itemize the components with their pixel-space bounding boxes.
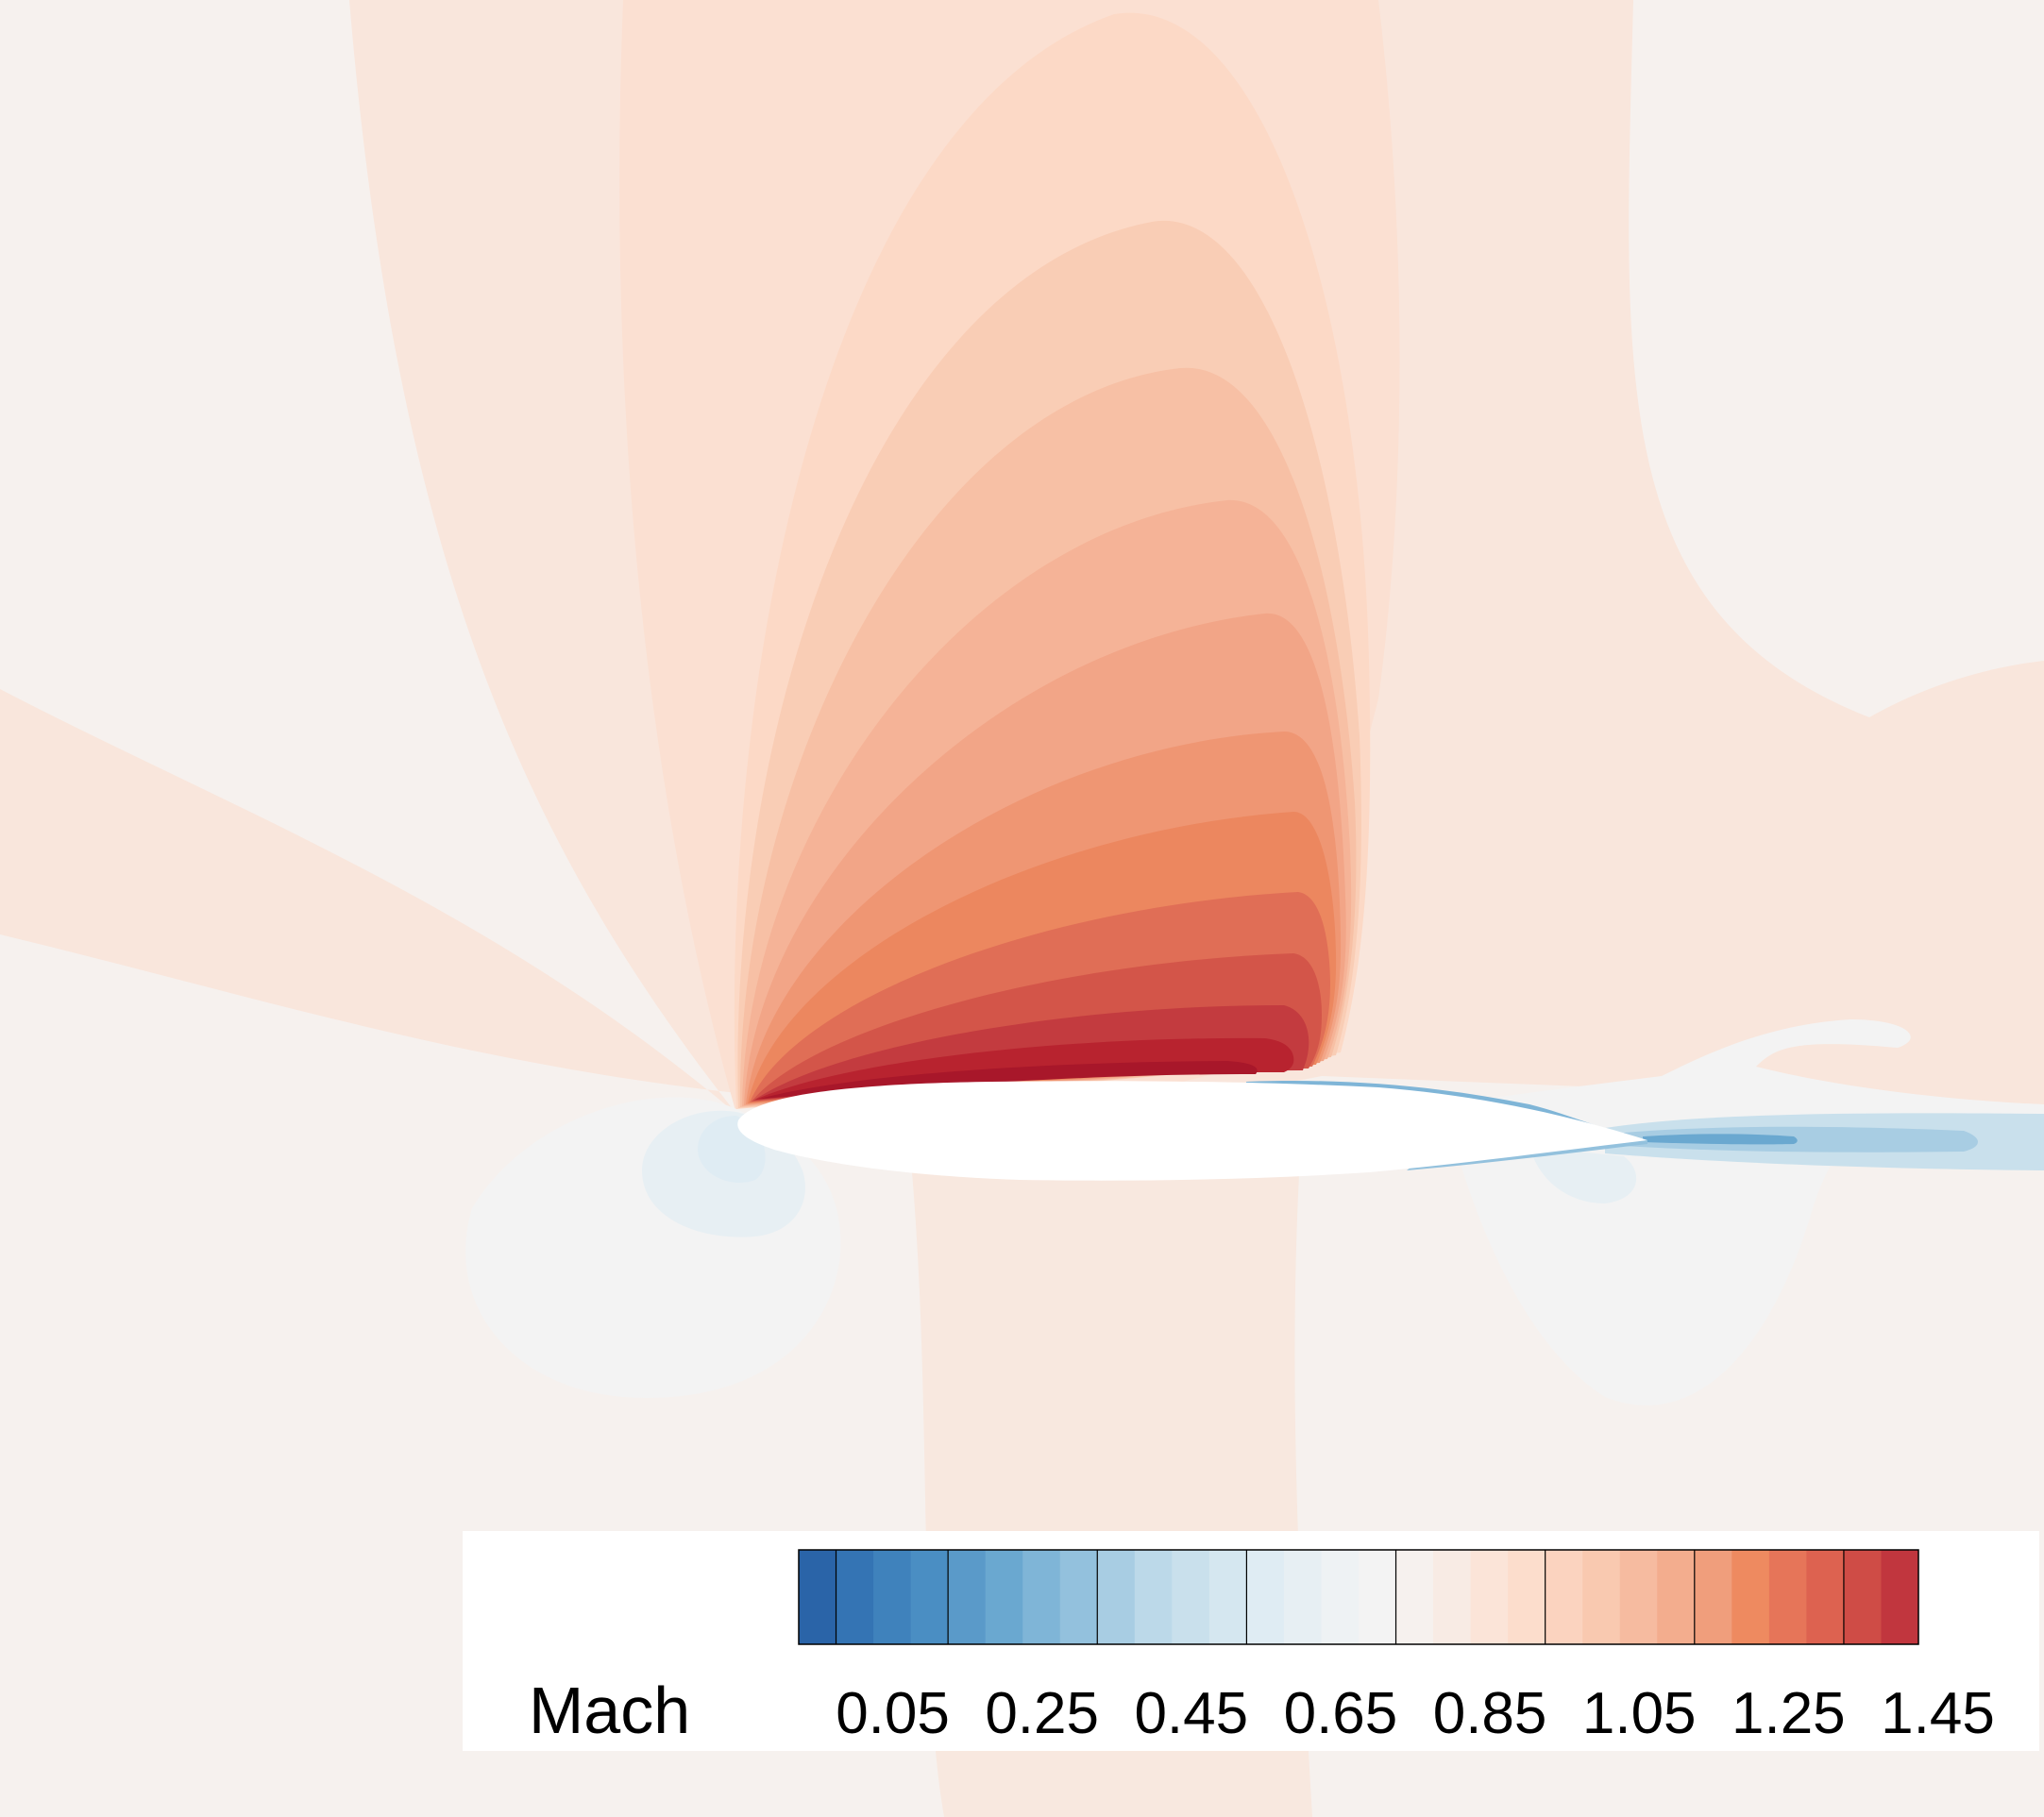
colorbar-swatch: [1208, 1550, 1247, 1644]
colorbar-svg: Mach 0.05 0.25 0.45 0.65 0.85 1.05 1.25 1.45: [529, 1549, 1995, 1747]
colorbar-swatch: [1508, 1550, 1546, 1644]
colorbar-swatch: [1619, 1550, 1658, 1644]
colorbar-swatch: [1433, 1550, 1472, 1644]
colorbar-tick-label: 0.65: [1284, 1681, 1398, 1746]
colorbar-swatches: [799, 1550, 1919, 1644]
colorbar-label: Mach: [529, 1674, 690, 1747]
boundary-layer-lower: [1407, 1140, 1647, 1170]
colorbar-swatch: [1582, 1550, 1621, 1644]
colorbar-swatch: [910, 1550, 949, 1644]
colorbar-tick-label: 0.85: [1433, 1681, 1547, 1746]
colorbar-tick-labels: 0.05 0.25 0.45 0.65 0.85 1.05 1.25 1.45: [836, 1681, 1995, 1746]
colorbar-tick-label: 1.05: [1582, 1681, 1697, 1746]
colorbar-swatch: [799, 1550, 837, 1644]
colorbar-swatch: [1395, 1550, 1434, 1644]
colorbar-swatch: [1134, 1550, 1173, 1644]
colorbar-tick-label: 0.25: [985, 1681, 1099, 1746]
colorbar-tick-label: 1.45: [1881, 1681, 1995, 1746]
colorbar-swatch: [1059, 1550, 1098, 1644]
colorbar-legend: Mach 0.05 0.25 0.45 0.65 0.85 1.05 1.25 1.45: [463, 1531, 2039, 1751]
colorbar-tick-label: 0.45: [1134, 1681, 1248, 1746]
colorbar-swatch: [1283, 1550, 1322, 1644]
colorbar-swatch: [1768, 1550, 1807, 1644]
colorbar-swatch: [1881, 1550, 1919, 1644]
colorbar-swatch: [1172, 1550, 1210, 1644]
colorbar-swatch: [948, 1550, 987, 1644]
colorbar-swatch: [1359, 1550, 1397, 1644]
colorbar-swatch: [985, 1550, 1023, 1644]
colorbar-swatch: [1694, 1550, 1732, 1644]
colorbar-swatch: [1843, 1550, 1882, 1644]
colorbar-swatch: [1806, 1550, 1845, 1644]
colorbar-frame: [798, 1549, 1919, 1645]
colorbar-swatch: [1246, 1550, 1285, 1644]
airfoil: [737, 1081, 1647, 1181]
colorbar-swatch: [1545, 1550, 1583, 1644]
wake-band-mid: [1624, 1126, 1978, 1152]
colorbar-swatch: [1321, 1550, 1360, 1644]
colorbar-swatch: [1657, 1550, 1696, 1644]
colorbar-swatch: [1731, 1550, 1770, 1644]
colorbar-swatch: [836, 1550, 874, 1644]
colorbar-swatch: [1097, 1550, 1136, 1644]
colorbar-swatch: [1470, 1550, 1509, 1644]
wake-band-core: [1643, 1134, 1798, 1145]
colorbar-swatch: [1022, 1550, 1061, 1644]
colorbar-swatch: [873, 1550, 912, 1644]
colorbar-tick-label: 1.25: [1731, 1681, 1846, 1746]
wake-pocket: [1529, 1147, 1637, 1203]
colorbar-tick-label: 0.05: [836, 1681, 950, 1746]
